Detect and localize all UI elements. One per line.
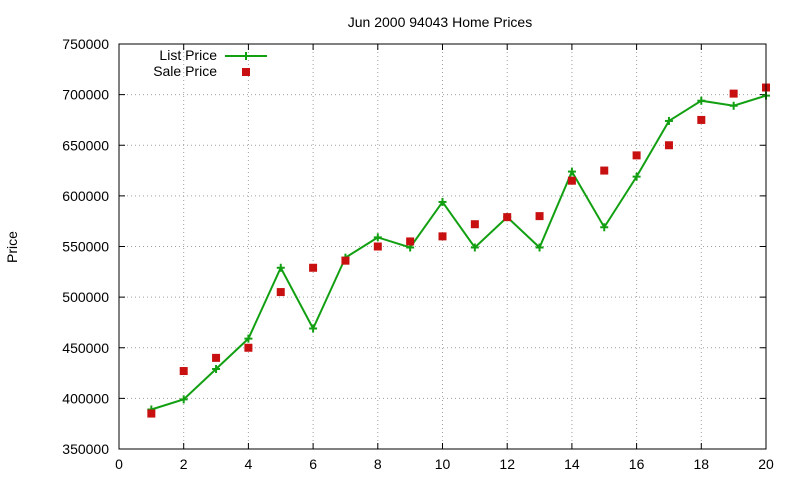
x-tick-label: 6 xyxy=(309,456,317,472)
grid xyxy=(119,44,766,449)
y-axis-label: Price xyxy=(4,231,20,263)
sale-price-point xyxy=(309,263,318,272)
x-tick-label: 16 xyxy=(629,456,645,472)
sale-price-point xyxy=(503,213,512,222)
sale-price-point xyxy=(664,141,673,150)
list-price-point xyxy=(600,223,609,232)
list-price-point xyxy=(535,243,544,252)
y-tick-label: 600000 xyxy=(62,188,109,204)
series-list-price xyxy=(147,91,770,414)
y-tick-label: 550000 xyxy=(62,239,109,255)
x-tick-label: 8 xyxy=(374,456,382,472)
x-tick-label: 0 xyxy=(115,456,123,472)
sale-price-point xyxy=(729,89,738,98)
sale-price-point xyxy=(276,288,285,297)
list-price-point xyxy=(212,365,221,374)
x-tick-label: 10 xyxy=(435,456,451,472)
list-price-point xyxy=(244,334,253,343)
x-tick-label: 18 xyxy=(694,456,710,472)
y-tick-label: 700000 xyxy=(62,87,109,103)
series-sale-price xyxy=(147,83,770,418)
list-price-point xyxy=(276,263,285,272)
x-tick-label: 4 xyxy=(245,456,253,472)
list-price-point xyxy=(438,197,447,206)
sale-price-point xyxy=(470,220,479,229)
legend-label-list-price: List Price xyxy=(159,47,217,63)
chart-title: Jun 2000 94043 Home Prices xyxy=(348,14,532,30)
list-price-point xyxy=(179,395,188,404)
sale-price-point xyxy=(632,151,641,160)
sale-price-point xyxy=(147,409,156,418)
y-tick-label: 400000 xyxy=(62,390,109,406)
list-price-line xyxy=(151,94,767,411)
sale-price-point xyxy=(179,367,188,376)
x-tick-label: 14 xyxy=(564,456,580,472)
y-tick-label: 650000 xyxy=(62,137,109,153)
sale-price-point xyxy=(373,242,382,251)
list-price-point xyxy=(373,233,382,242)
sale-price-point xyxy=(535,212,544,221)
list-price-point xyxy=(664,116,673,125)
legend-marker-sale-price xyxy=(242,68,250,76)
sale-price-point xyxy=(567,176,576,185)
x-axis: 0 2 4 6 8 10 12 14 16 18 20 xyxy=(115,44,774,472)
sale-price-point xyxy=(212,353,221,362)
sale-price-point xyxy=(600,166,609,175)
sale-price-point xyxy=(438,232,447,241)
list-price-point xyxy=(632,172,641,181)
legend-marker-list-price xyxy=(242,52,250,60)
x-tick-label: 2 xyxy=(180,456,188,472)
x-tick-label: 20 xyxy=(758,456,774,472)
y-tick-label: 750000 xyxy=(62,36,109,52)
x-tick-label: 12 xyxy=(499,456,515,472)
sale-price-point xyxy=(244,343,253,352)
list-price-point xyxy=(309,324,318,333)
sale-price-point xyxy=(341,256,350,265)
plot-frame xyxy=(118,43,767,450)
y-tick-label: 450000 xyxy=(62,340,109,356)
list-price-point xyxy=(729,101,738,110)
list-price-point xyxy=(470,243,479,252)
list-price-point xyxy=(697,96,706,105)
sale-price-point xyxy=(697,115,706,124)
sale-price-point xyxy=(406,237,415,246)
list-price-point xyxy=(567,167,576,176)
y-tick-label: 350000 xyxy=(62,441,109,457)
legend-label-sale-price: Sale Price xyxy=(153,63,217,79)
y-tick-label: 500000 xyxy=(62,289,109,305)
